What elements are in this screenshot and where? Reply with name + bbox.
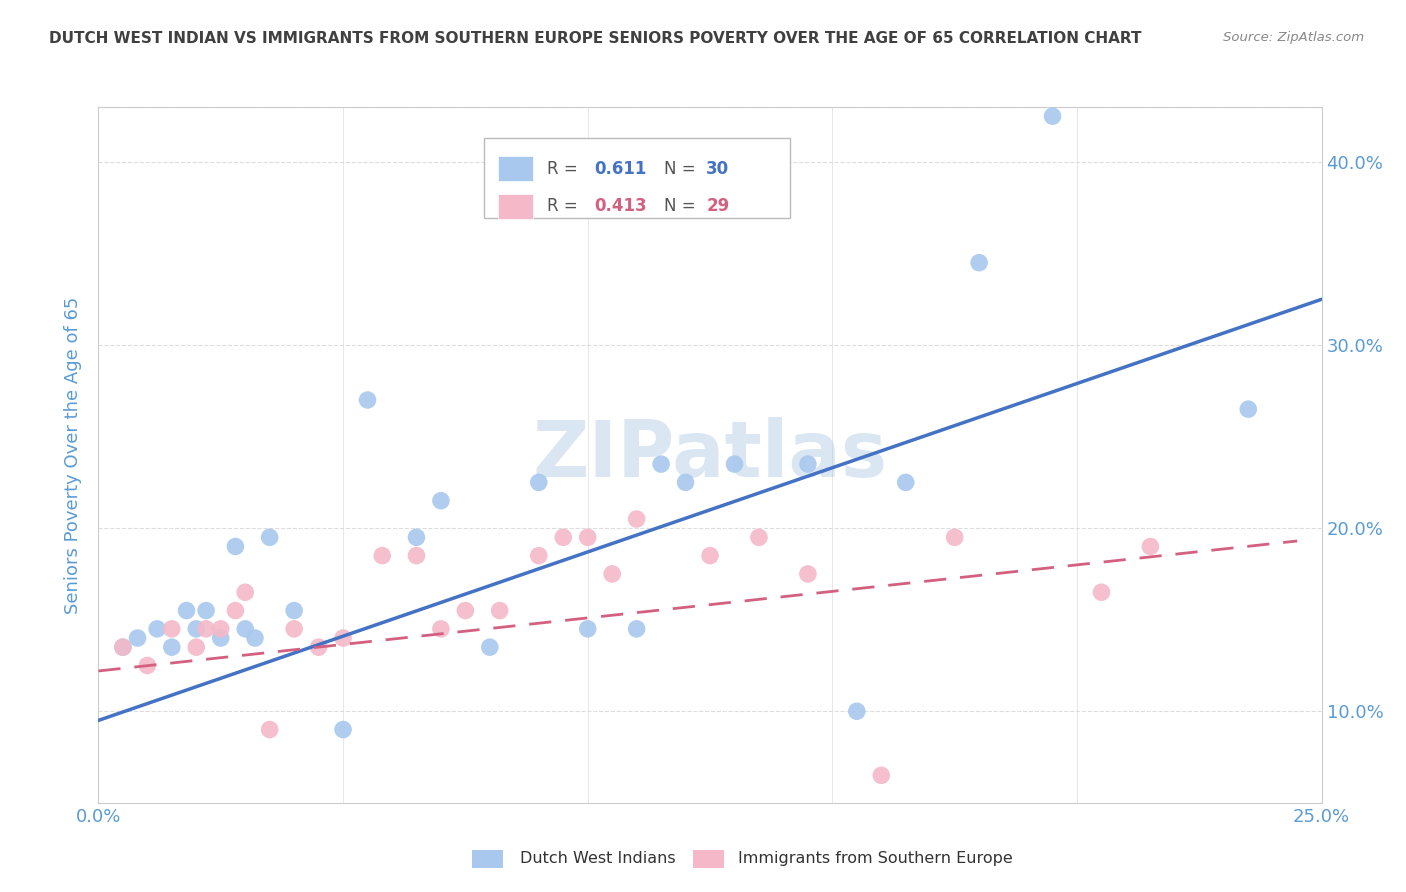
Point — [430, 622, 453, 636]
Point — [870, 768, 893, 782]
Point — [259, 530, 281, 544]
Point — [332, 723, 354, 737]
Point — [243, 631, 266, 645]
Point — [308, 640, 330, 655]
Point — [405, 549, 427, 563]
Point — [845, 704, 868, 718]
Text: N =: N = — [664, 160, 700, 178]
Point — [576, 622, 599, 636]
Text: Source: ZipAtlas.com: Source: ZipAtlas.com — [1223, 31, 1364, 45]
Point — [195, 603, 218, 617]
Point — [209, 631, 232, 645]
Point — [111, 640, 134, 655]
Text: DUTCH WEST INDIAN VS IMMIGRANTS FROM SOUTHERN EUROPE SENIORS POVERTY OVER THE AG: DUTCH WEST INDIAN VS IMMIGRANTS FROM SOU… — [49, 31, 1142, 46]
Point — [209, 622, 232, 636]
Point — [797, 566, 820, 581]
Text: N =: N = — [664, 197, 700, 215]
Text: R =: R = — [547, 160, 583, 178]
Point — [233, 622, 256, 636]
Point — [160, 640, 183, 655]
Point — [943, 530, 966, 544]
Text: R =: R = — [547, 197, 583, 215]
Point — [527, 475, 550, 490]
Point — [478, 640, 501, 655]
Point — [224, 603, 246, 617]
Point — [699, 549, 721, 563]
Point — [186, 622, 208, 636]
Point — [1042, 109, 1064, 123]
Point — [160, 622, 183, 636]
Point — [283, 603, 305, 617]
Text: 29: 29 — [706, 197, 730, 215]
Point — [1090, 585, 1112, 599]
FancyBboxPatch shape — [484, 138, 790, 219]
Point — [967, 255, 990, 269]
Point — [186, 640, 208, 655]
Point — [797, 457, 820, 471]
Point — [748, 530, 770, 544]
Point — [675, 475, 697, 490]
Point — [488, 603, 510, 617]
Point — [650, 457, 672, 471]
Point — [283, 622, 305, 636]
Point — [195, 622, 218, 636]
Y-axis label: Seniors Poverty Over the Age of 65: Seniors Poverty Over the Age of 65 — [65, 296, 83, 614]
Point — [1237, 402, 1260, 417]
Point — [405, 530, 427, 544]
Point — [224, 540, 246, 554]
Point — [430, 493, 453, 508]
Point — [111, 640, 134, 655]
Point — [146, 622, 169, 636]
Point — [527, 549, 550, 563]
Bar — [498, 194, 533, 219]
Text: Dutch West Indians: Dutch West Indians — [520, 851, 676, 865]
Bar — [498, 156, 533, 181]
Point — [176, 603, 198, 617]
Text: 0.611: 0.611 — [593, 160, 647, 178]
Point — [576, 530, 599, 544]
Point — [259, 723, 281, 737]
Text: Immigrants from Southern Europe: Immigrants from Southern Europe — [738, 851, 1012, 865]
Point — [233, 585, 256, 599]
Text: 30: 30 — [706, 160, 730, 178]
Point — [332, 631, 354, 645]
Point — [626, 622, 648, 636]
Point — [1139, 540, 1161, 554]
Point — [127, 631, 149, 645]
Point — [600, 566, 623, 581]
Point — [371, 549, 394, 563]
Point — [454, 603, 477, 617]
Text: 0.413: 0.413 — [593, 197, 647, 215]
Point — [553, 530, 575, 544]
Point — [136, 658, 159, 673]
Text: ZIPatlas: ZIPatlas — [533, 417, 887, 493]
Point — [723, 457, 745, 471]
Point — [356, 392, 378, 407]
Point — [626, 512, 648, 526]
Point — [894, 475, 917, 490]
